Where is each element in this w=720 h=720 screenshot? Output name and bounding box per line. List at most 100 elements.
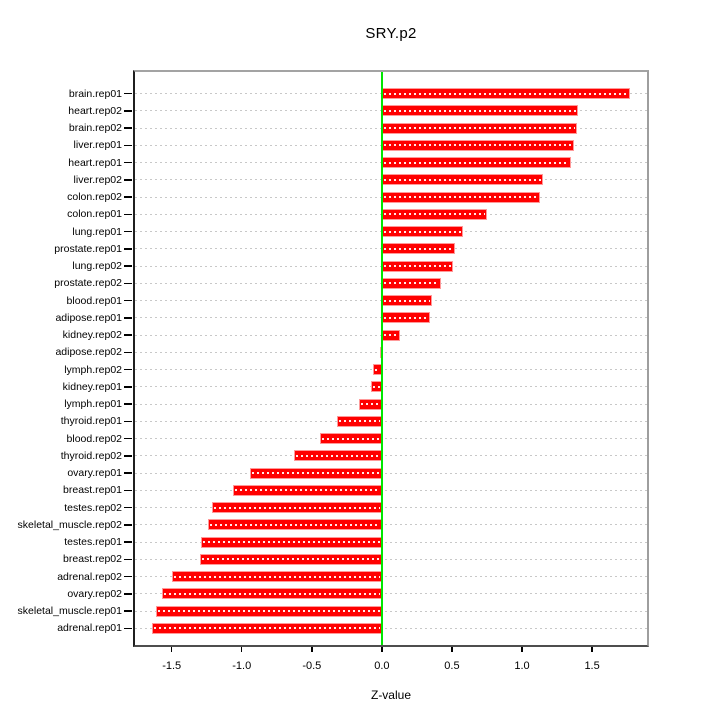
chart-title: SRY.p2: [365, 25, 417, 42]
gridline: [135, 576, 647, 578]
y-axis-tick: [124, 455, 132, 457]
x-axis-tick-label: 0.0: [374, 660, 390, 672]
x-axis-tick-label: 1.5: [584, 660, 600, 672]
y-axis-tick: [124, 403, 132, 405]
bar-heart.rep02: [381, 105, 579, 117]
gridline: [135, 455, 647, 457]
bar-texture: [201, 558, 380, 561]
gridline: [135, 438, 647, 440]
bar-texture: [163, 592, 380, 595]
y-axis-label-brain.rep01: brain.rep01: [68, 87, 122, 100]
y-axis-label-testes.rep02: testes.rep02: [64, 501, 122, 514]
bar-testes.rep02: [212, 502, 382, 514]
y-axis-tick: [124, 524, 132, 526]
y-axis-label-thyroid.rep01: thyroid.rep01: [60, 415, 122, 428]
bar-texture: [339, 420, 380, 423]
bar-texture: [383, 282, 439, 285]
bar-skeletal_muscle.rep01: [156, 605, 382, 617]
y-axis-tick: [124, 472, 132, 474]
y-axis-label-lung.rep02: lung.rep02: [72, 260, 122, 273]
y-axis-tick: [124, 386, 132, 388]
bar-texture: [383, 334, 399, 337]
bar-texture: [383, 109, 577, 112]
x-axis-title: Z-value: [370, 688, 411, 702]
gridline: [135, 627, 647, 629]
bar-texture: [214, 506, 380, 509]
bar-texture: [158, 610, 380, 613]
x-axis-tick-label: -1.5: [162, 660, 182, 672]
y-axis-tick: [124, 489, 132, 492]
gridline: [135, 386, 647, 388]
y-axis-tick: [124, 627, 132, 630]
y-axis-label-liver.rep01: liver.rep01: [73, 139, 122, 152]
y-axis-label-liver.rep02: liver.rep02: [73, 173, 122, 186]
y-axis-label-lung.rep01: lung.rep01: [72, 225, 122, 238]
bar-colon.rep02: [381, 191, 541, 203]
y-axis-label-adrenal.rep02: adrenal.rep02: [57, 570, 122, 583]
y-axis-label-breast.rep01: breast.rep01: [63, 484, 122, 497]
y-axis-label-heart.rep01: heart.rep01: [68, 156, 122, 169]
bar-texture: [252, 472, 380, 475]
x-axis-tick: [451, 647, 453, 652]
y-axis-tick: [124, 368, 132, 371]
gridline: [135, 507, 647, 509]
bar-breast.rep02: [199, 553, 382, 565]
x-axis-tick-label: -1.0: [232, 660, 252, 672]
bar-ovary.rep01: [250, 467, 382, 479]
bar-texture: [383, 144, 572, 147]
bar-texture: [322, 437, 380, 440]
bar-texture: [383, 247, 453, 250]
bar-lung.rep01: [381, 226, 464, 238]
y-axis-label-colon.rep02: colon.rep02: [67, 191, 122, 204]
y-axis-label-testes.rep01: testes.rep01: [64, 536, 122, 549]
bar-blood.rep02: [320, 433, 382, 445]
y-axis-tick: [124, 248, 132, 250]
bar-texture: [383, 265, 452, 268]
gridline: [135, 472, 647, 474]
x-axis-tick: [170, 647, 173, 652]
y-axis-label-skeletal_muscle.rep02: skeletal_muscle.rep02: [17, 518, 122, 531]
gridline: [135, 541, 647, 543]
bar-testes.rep01: [201, 536, 382, 548]
gridline: [135, 610, 647, 612]
x-axis-tick: [521, 647, 523, 652]
y-axis-tick: [124, 351, 132, 354]
y-axis-label-adrenal.rep01: adrenal.rep01: [57, 622, 122, 635]
y-axis-tick: [124, 213, 132, 216]
bar-texture: [375, 368, 380, 371]
y-axis-tick: [124, 265, 132, 267]
y-axis-label-breast.rep02: breast.rep02: [63, 553, 122, 566]
gridline: [135, 420, 647, 422]
y-axis-tick: [124, 110, 132, 112]
bar-texture: [235, 489, 380, 492]
y-axis-tick: [124, 558, 132, 561]
y-axis-label-prostate.rep01: prostate.rep01: [54, 242, 122, 255]
x-axis-tick: [311, 647, 313, 652]
bar-texture: [383, 213, 485, 216]
x-axis-tick: [381, 647, 383, 652]
gridline: [135, 558, 647, 560]
y-axis-label-kidney.rep02: kidney.rep02: [62, 329, 122, 342]
y-axis-tick: [124, 541, 132, 543]
bar-texture: [383, 196, 539, 199]
bar-texture: [383, 230, 462, 233]
y-axis-tick: [124, 299, 132, 302]
y-axis-tick: [124, 230, 132, 233]
y-axis-tick: [124, 92, 132, 95]
bar-prostate.rep01: [381, 243, 455, 255]
y-axis-tick: [124, 506, 132, 509]
x-axis-tick: [591, 647, 593, 652]
y-axis-tick: [124, 317, 132, 319]
y-axis-tick: [124, 144, 132, 147]
bar-texture: [372, 385, 380, 388]
y-axis-tick: [124, 334, 132, 336]
bar-texture: [383, 127, 575, 130]
bar-ovary.rep02: [161, 588, 382, 600]
y-axis-label-lymph.rep02: lymph.rep02: [64, 363, 122, 376]
bar-texture: [173, 575, 380, 578]
bar-texture: [154, 627, 380, 630]
bar-texture: [383, 161, 570, 164]
y-axis-label-lymph.rep01: lymph.rep01: [64, 398, 122, 411]
x-axis-tick-label: -0.5: [302, 660, 322, 672]
bar-lung.rep02: [381, 260, 454, 272]
